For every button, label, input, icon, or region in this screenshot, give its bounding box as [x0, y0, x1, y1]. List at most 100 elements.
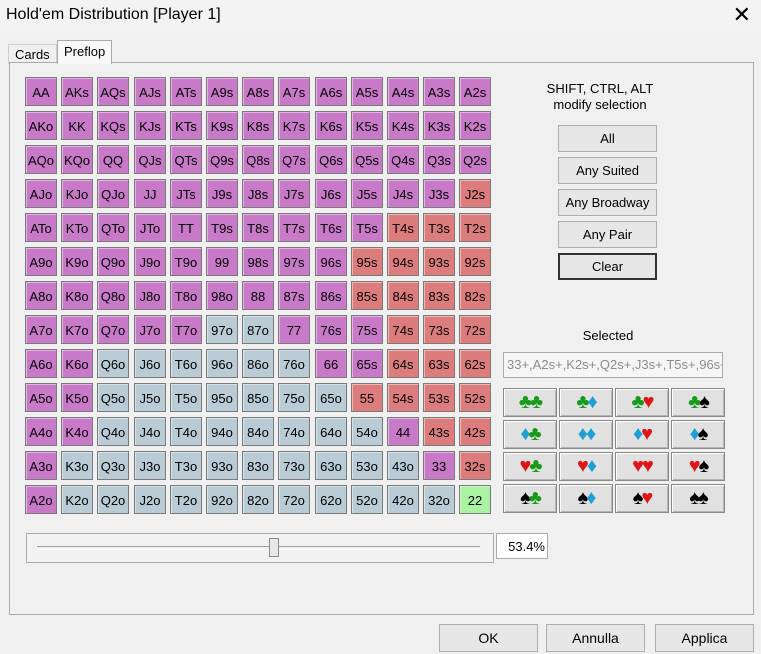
hand-cell[interactable]: 98o	[206, 281, 238, 310]
hand-cell[interactable]: K5s	[351, 111, 383, 140]
hand-cell[interactable]: 53o	[351, 451, 383, 480]
hand-cell[interactable]: J6o	[134, 349, 166, 378]
hand-cell[interactable]: J7o	[134, 315, 166, 344]
hand-cell[interactable]: 66	[315, 349, 347, 378]
hand-cell[interactable]: 53s	[423, 383, 455, 412]
hand-cell[interactable]: 96s	[315, 247, 347, 276]
hand-cell[interactable]: 92s	[459, 247, 491, 276]
hand-cell[interactable]: T6o	[170, 349, 202, 378]
suit-combo-button[interactable]: ♠♥	[615, 484, 669, 513]
hand-cell[interactable]: K6o	[61, 349, 93, 378]
hand-cell[interactable]: A8o	[25, 281, 57, 310]
hand-cell[interactable]: 72o	[278, 485, 310, 514]
hand-cell[interactable]: QJs	[134, 145, 166, 174]
hand-cell[interactable]: 44	[387, 417, 419, 446]
hand-cell[interactable]: J3o	[134, 451, 166, 480]
hand-cell[interactable]: 76o	[278, 349, 310, 378]
hand-cell[interactable]: K6s	[315, 111, 347, 140]
hand-cell[interactable]: Q8o	[97, 281, 129, 310]
hand-cell[interactable]: AA	[25, 77, 57, 106]
hand-cell[interactable]: 87s	[278, 281, 310, 310]
hand-cell[interactable]: 63o	[315, 451, 347, 480]
suit-combo-button[interactable]: ♦♣	[503, 420, 557, 449]
suit-combo-button[interactable]: ♥♠	[671, 452, 725, 481]
hand-cell[interactable]: QTs	[170, 145, 202, 174]
suit-combo-button[interactable]: ♥♦	[559, 452, 613, 481]
hand-cell[interactable]: Q5o	[97, 383, 129, 412]
hand-cell[interactable]: T7o	[170, 315, 202, 344]
hand-cell[interactable]: A5s	[351, 77, 383, 106]
hand-cell[interactable]: T6s	[315, 213, 347, 242]
slider-thumb[interactable]	[269, 538, 279, 557]
hand-cell[interactable]: A9o	[25, 247, 57, 276]
hand-cell[interactable]: 52s	[459, 383, 491, 412]
hand-cell[interactable]: JTs	[170, 179, 202, 208]
hand-cell[interactable]: K9o	[61, 247, 93, 276]
suit-combo-button[interactable]: ♥♥	[615, 452, 669, 481]
hand-cell[interactable]: T3o	[170, 451, 202, 480]
hand-cell[interactable]: 63s	[423, 349, 455, 378]
suit-combo-button[interactable]: ♠♠	[671, 484, 725, 513]
hand-cell[interactable]: AQs	[97, 77, 129, 106]
hand-cell[interactable]: A9s	[206, 77, 238, 106]
hand-cell[interactable]: 82s	[459, 281, 491, 310]
hand-cell[interactable]: 93o	[206, 451, 238, 480]
hand-cell[interactable]: Q6o	[97, 349, 129, 378]
hand-cell[interactable]: 32s	[459, 451, 491, 480]
hand-cell[interactable]: K7s	[278, 111, 310, 140]
hand-cell[interactable]: 65s	[351, 349, 383, 378]
hand-cell[interactable]: K2o	[61, 485, 93, 514]
hand-cell[interactable]: K8s	[242, 111, 274, 140]
hand-cell[interactable]: 94s	[387, 247, 419, 276]
hand-cell[interactable]: A6o	[25, 349, 57, 378]
hand-cell[interactable]: A7s	[278, 77, 310, 106]
hand-cell[interactable]: Q3s	[423, 145, 455, 174]
hand-cell[interactable]: T9o	[170, 247, 202, 276]
hand-cell[interactable]: Q4o	[97, 417, 129, 446]
hand-cell[interactable]: 83o	[242, 451, 274, 480]
hand-cell[interactable]: A6s	[315, 77, 347, 106]
hand-cell[interactable]: T5o	[170, 383, 202, 412]
tab-cards[interactable]: Cards	[8, 44, 57, 64]
hand-cell[interactable]: KK	[61, 111, 93, 140]
hand-cell[interactable]: 98s	[242, 247, 274, 276]
all-button[interactable]: All	[558, 125, 657, 152]
hand-cell[interactable]: A4s	[387, 77, 419, 106]
hand-cell[interactable]: 65o	[315, 383, 347, 412]
any-pair-button[interactable]: Any Pair	[558, 221, 657, 248]
hand-cell[interactable]: JJ	[134, 179, 166, 208]
hand-cell[interactable]: 54s	[387, 383, 419, 412]
hand-cell[interactable]: 75o	[278, 383, 310, 412]
hand-cell[interactable]: 43o	[387, 451, 419, 480]
hand-cell[interactable]: K8o	[61, 281, 93, 310]
hand-cell[interactable]: 32o	[423, 485, 455, 514]
hand-cell[interactable]: T2s	[459, 213, 491, 242]
hand-cell[interactable]: KTo	[61, 213, 93, 242]
hand-cell[interactable]: K4o	[61, 417, 93, 446]
hand-cell[interactable]: K3o	[61, 451, 93, 480]
hand-cell[interactable]: J8o	[134, 281, 166, 310]
selected-range-field[interactable]: 33+,A2s+,K2s+,Q2s+,J3s+,T5s+,96s+	[503, 352, 723, 378]
close-icon[interactable]: ✕	[732, 2, 751, 27]
hand-cell[interactable]: Q9o	[97, 247, 129, 276]
hand-cell[interactable]: Q6s	[315, 145, 347, 174]
hand-cell[interactable]: 54o	[351, 417, 383, 446]
hand-cell[interactable]: 62o	[315, 485, 347, 514]
hand-cell[interactable]: Q2s	[459, 145, 491, 174]
hand-cell[interactable]: J3s	[423, 179, 455, 208]
cancel-button[interactable]: Annulla	[546, 624, 645, 652]
hand-cell[interactable]: AQo	[25, 145, 57, 174]
hand-cell[interactable]: Q7s	[278, 145, 310, 174]
hand-cell[interactable]: 94o	[206, 417, 238, 446]
hand-cell[interactable]: K4s	[387, 111, 419, 140]
hand-cell[interactable]: QTo	[97, 213, 129, 242]
hand-cell[interactable]: K3s	[423, 111, 455, 140]
hand-cell[interactable]: 82o	[242, 485, 274, 514]
percent-field[interactable]: 53.4%	[496, 533, 548, 559]
hand-cell[interactable]: 85o	[242, 383, 274, 412]
hand-cell[interactable]: T4s	[387, 213, 419, 242]
hand-cell[interactable]: AJo	[25, 179, 57, 208]
suit-combo-button[interactable]: ♦♦	[559, 420, 613, 449]
suit-combo-button[interactable]: ♠♣	[503, 484, 557, 513]
hand-cell[interactable]: T7s	[278, 213, 310, 242]
